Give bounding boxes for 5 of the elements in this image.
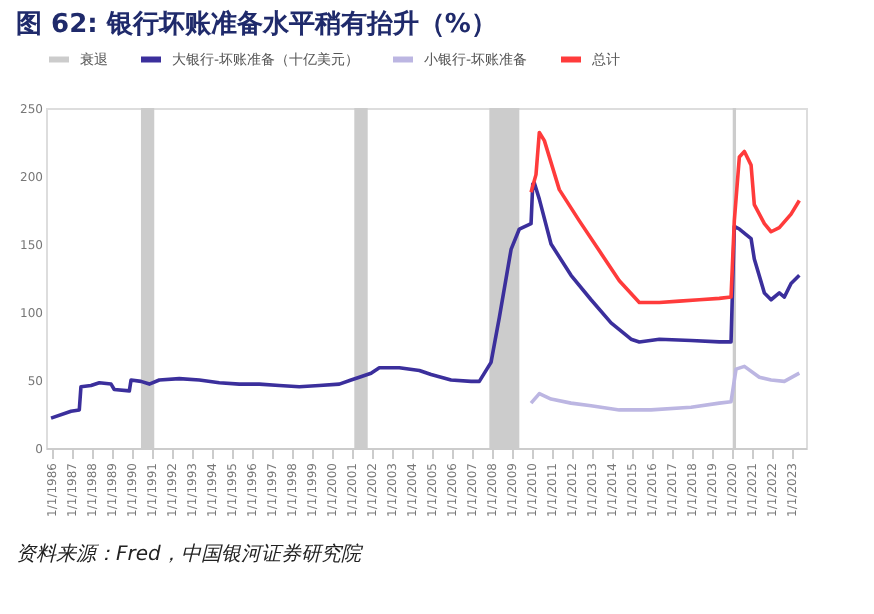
line-series: [49, 181, 802, 420]
text: 资料来源：Fred，中国银河证券研究院: [16, 542, 365, 566]
line-series: [529, 130, 802, 305]
chart-title: 图 62: 银行坏账准备水平稍有抬升（%）: [16, 8, 497, 40]
line-series: [529, 364, 802, 412]
